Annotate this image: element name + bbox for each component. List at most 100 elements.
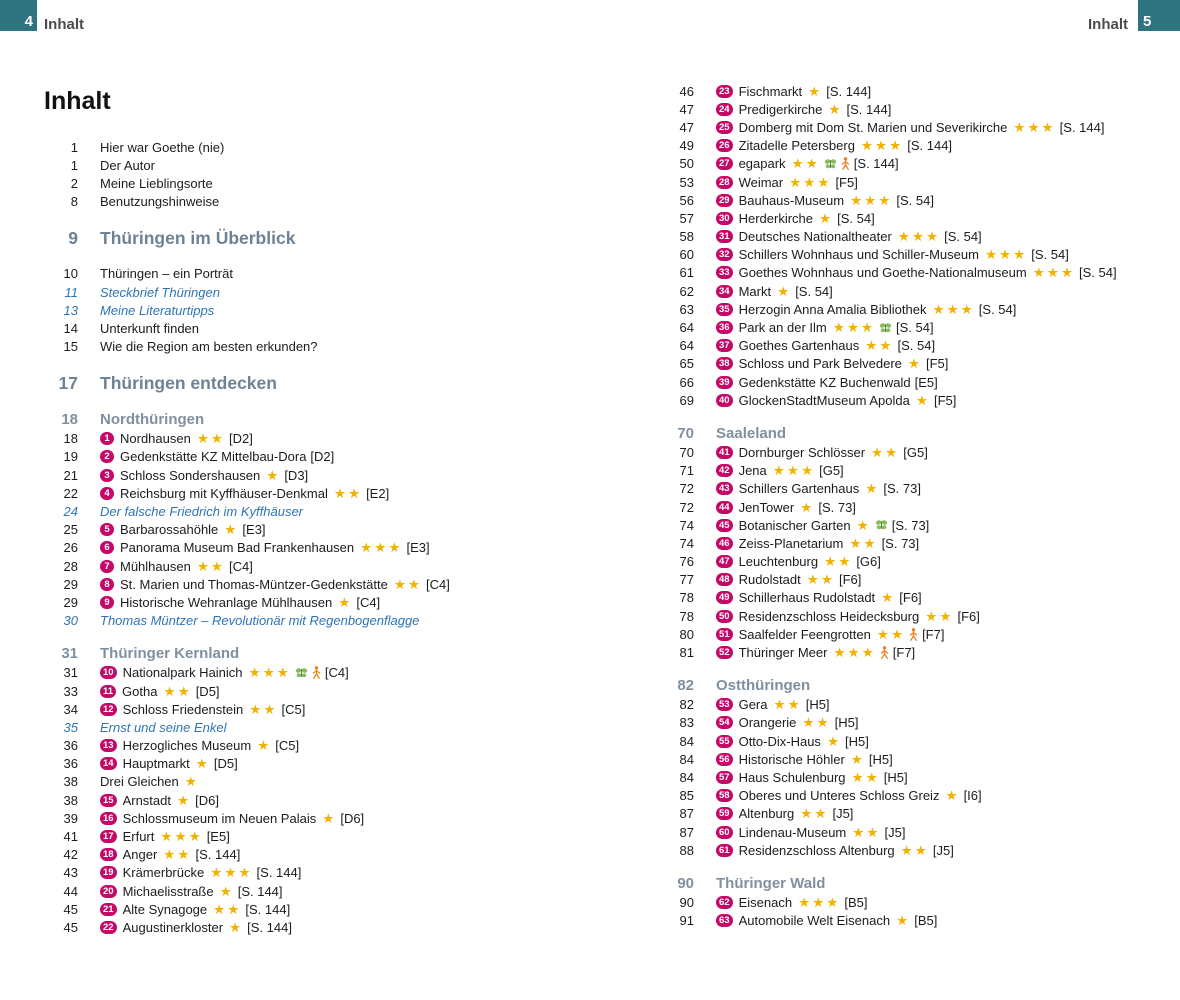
toc-entry: 19 2 Gedenkstätte KZ Mittelbau-Dora [D2] <box>44 448 650 466</box>
butterfly-icon <box>295 667 308 679</box>
page-number-right: 5 <box>1143 13 1152 30</box>
sight-number-badge: 16 <box>100 811 117 825</box>
sight-number-badge: 9 <box>100 595 114 609</box>
heading-text: Thüringer Kernland <box>100 645 240 663</box>
toc-entry: 57 30 Herderkirche ★ [S. 54] <box>660 209 1180 227</box>
star-rating: ★★★ <box>832 320 876 336</box>
star-rating: ★ <box>826 733 842 749</box>
person-icon <box>841 157 850 171</box>
page-number: 81 <box>679 645 694 661</box>
entry-title: Der Autor <box>100 157 155 173</box>
entry-content: 58 Oberes und Unteres Schloss Greiz ★ [I6] <box>716 788 982 803</box>
map-grid-reference: [H5] <box>868 751 893 767</box>
toc-entry: 82 53 Gera ★★ [H5] <box>660 696 1180 714</box>
butterfly-icon <box>824 158 837 170</box>
page-number: 44 <box>63 883 78 899</box>
entry-title: egapark <box>738 156 786 172</box>
map-grid-reference: [J5] <box>932 842 954 858</box>
entry-title: Predigerkirche <box>738 101 823 117</box>
map-grid-reference: [D2] <box>229 431 253 447</box>
entry-content: 16 Schlossmuseum im Neuen Palais ★ [D6] <box>100 811 364 826</box>
page-number: 38 <box>63 774 78 790</box>
entry-title: Schloss Friedenstein <box>122 701 244 717</box>
running-head-left: Inhalt <box>44 16 84 33</box>
sight-number-badge: 26 <box>716 139 733 153</box>
page-number: 71 <box>679 463 694 479</box>
entry-content: 23 Fischmarkt ★ [S. 144] <box>716 84 871 99</box>
sight-number-badge: 30 <box>716 211 733 225</box>
toc-entry: 78 50 Residenzschloss Heidecksburg ★★ [F6] <box>660 607 1180 625</box>
toc-entry: 8 Benutzungshinweise <box>44 193 650 211</box>
sight-number-badge: 13 <box>100 739 117 753</box>
star-rating: ★★ <box>196 431 226 447</box>
sight-number-badge: 40 <box>716 393 733 407</box>
toc-entry: 36 14 Hauptmarkt ★ [D5] <box>44 755 650 773</box>
running-head-right: Inhalt <box>1088 16 1128 33</box>
entry-title: Altenburg <box>738 806 795 822</box>
entry-content: 13 Herzogliches Museum ★ [C5] <box>100 738 299 753</box>
entry-content: 22 Augustinerkloster ★ [S. 144] <box>100 920 292 935</box>
toc-entry: 38 15 Arnstadt ★ [D6] <box>44 791 650 809</box>
star-rating: ★★★ <box>1032 265 1075 281</box>
star-rating: ★ <box>257 738 272 754</box>
entry-title: Arnstadt <box>122 792 171 808</box>
page-number: 38 <box>63 792 78 808</box>
toc-title: Inhalt <box>44 87 111 115</box>
map-grid-reference: [B5] <box>844 894 868 910</box>
page-number: 84 <box>679 751 694 767</box>
sight-number-badge: 8 <box>100 577 114 591</box>
heading-text: Nordthüringen <box>100 411 205 429</box>
entry-title: Herzogin Anna Amalia Bibliothek <box>738 301 927 317</box>
page-number: 78 <box>679 590 694 606</box>
toc-entry: 72 44 JenTower ★ [S. 73] <box>660 498 1180 516</box>
entry-content: Wie die Region am besten erkunden? <box>100 339 318 354</box>
entry-content: 11 Gotha ★★ [D5] <box>100 684 220 699</box>
entry-content: 55 Otto-Dix-Haus ★ [H5] <box>716 734 869 749</box>
sight-number-badge: 53 <box>716 698 733 712</box>
sight-number-badge: 20 <box>100 884 117 898</box>
star-rating: ★★ <box>791 156 820 172</box>
star-rating: ★ <box>266 467 281 483</box>
page-number: 43 <box>63 865 78 881</box>
star-rating: ★★ <box>800 806 829 822</box>
toc-entry: 64 37 Goethes Gartenhaus ★★ [S. 54] <box>660 337 1180 355</box>
star-rating: ★★ <box>163 683 192 699</box>
sight-number-badge: 1 <box>100 432 114 446</box>
entry-content: 42 Jena ★★★ [G5] <box>716 463 844 478</box>
entry-content: 51 Saalfelder Feengrotten ★★ [F7] <box>716 627 944 642</box>
entry-title: Michaelisstraße <box>122 883 214 899</box>
page-number: 11 <box>64 284 79 300</box>
map-grid-reference: [S. 144] <box>846 101 892 117</box>
sight-number-badge: 43 <box>716 482 733 496</box>
entry-content: 18 Anger ★★ [S. 144] <box>100 847 240 862</box>
toc-entry: 69 40 GlockenStadtMuseum Apolda ★ [F5] <box>660 391 1180 409</box>
entry-content: Steckbrief Thüringen <box>100 285 220 300</box>
entry-title: Schillers Gartenhaus <box>738 481 860 497</box>
map-grid-reference: [S. 144] <box>247 919 292 935</box>
entry-content: 17 Erfurt ★★★ [E5] <box>100 829 230 844</box>
toc-entry: 1 Der Autor <box>44 156 650 174</box>
star-rating: ★★★ <box>248 665 291 681</box>
heading-text: Ostthüringen <box>716 677 811 695</box>
toc-entry: 85 58 Oberes und Unteres Schloss Greiz ★ [I6… <box>660 787 1180 805</box>
section-heading: 17 Thüringen entdecken <box>44 372 650 396</box>
map-grid-reference: [S. 144] <box>907 138 953 154</box>
entry-content: 48 Rudolstadt ★★ [F6] <box>716 572 861 587</box>
entry-content: Thüringen – ein Porträt <box>100 266 233 281</box>
page-number: 45 <box>63 901 78 917</box>
page-number: 41 <box>63 829 78 845</box>
toc-entry: 45 21 Alte Synagoge ★★ [S. 144] <box>44 900 650 918</box>
entry-content: Der Autor <box>100 158 155 173</box>
entry-content: 26 Zitadelle Petersberg ★★★ [S. 144] <box>716 138 952 153</box>
page-number: 57 <box>679 210 694 226</box>
entry-content: 37 Goethes Gartenhaus ★★ [S. 54] <box>716 338 935 353</box>
sight-number-badge: 22 <box>100 920 117 934</box>
toc-entry: 58 31 Deutsches Nationaltheater ★★★ [S. 54] <box>660 228 1180 246</box>
sight-number-badge: 54 <box>716 716 733 730</box>
entry-content: 50 Residenzschloss Heidecksburg ★★ [F6] <box>716 609 980 624</box>
page-number: 39 <box>63 810 78 826</box>
page-corner-tab-left: 4 <box>0 0 37 31</box>
toc-entry: 15 Wie die Region am besten erkunden? <box>44 338 650 356</box>
map-grid-reference: [J5] <box>832 806 854 822</box>
page-number: 85 <box>679 788 694 804</box>
